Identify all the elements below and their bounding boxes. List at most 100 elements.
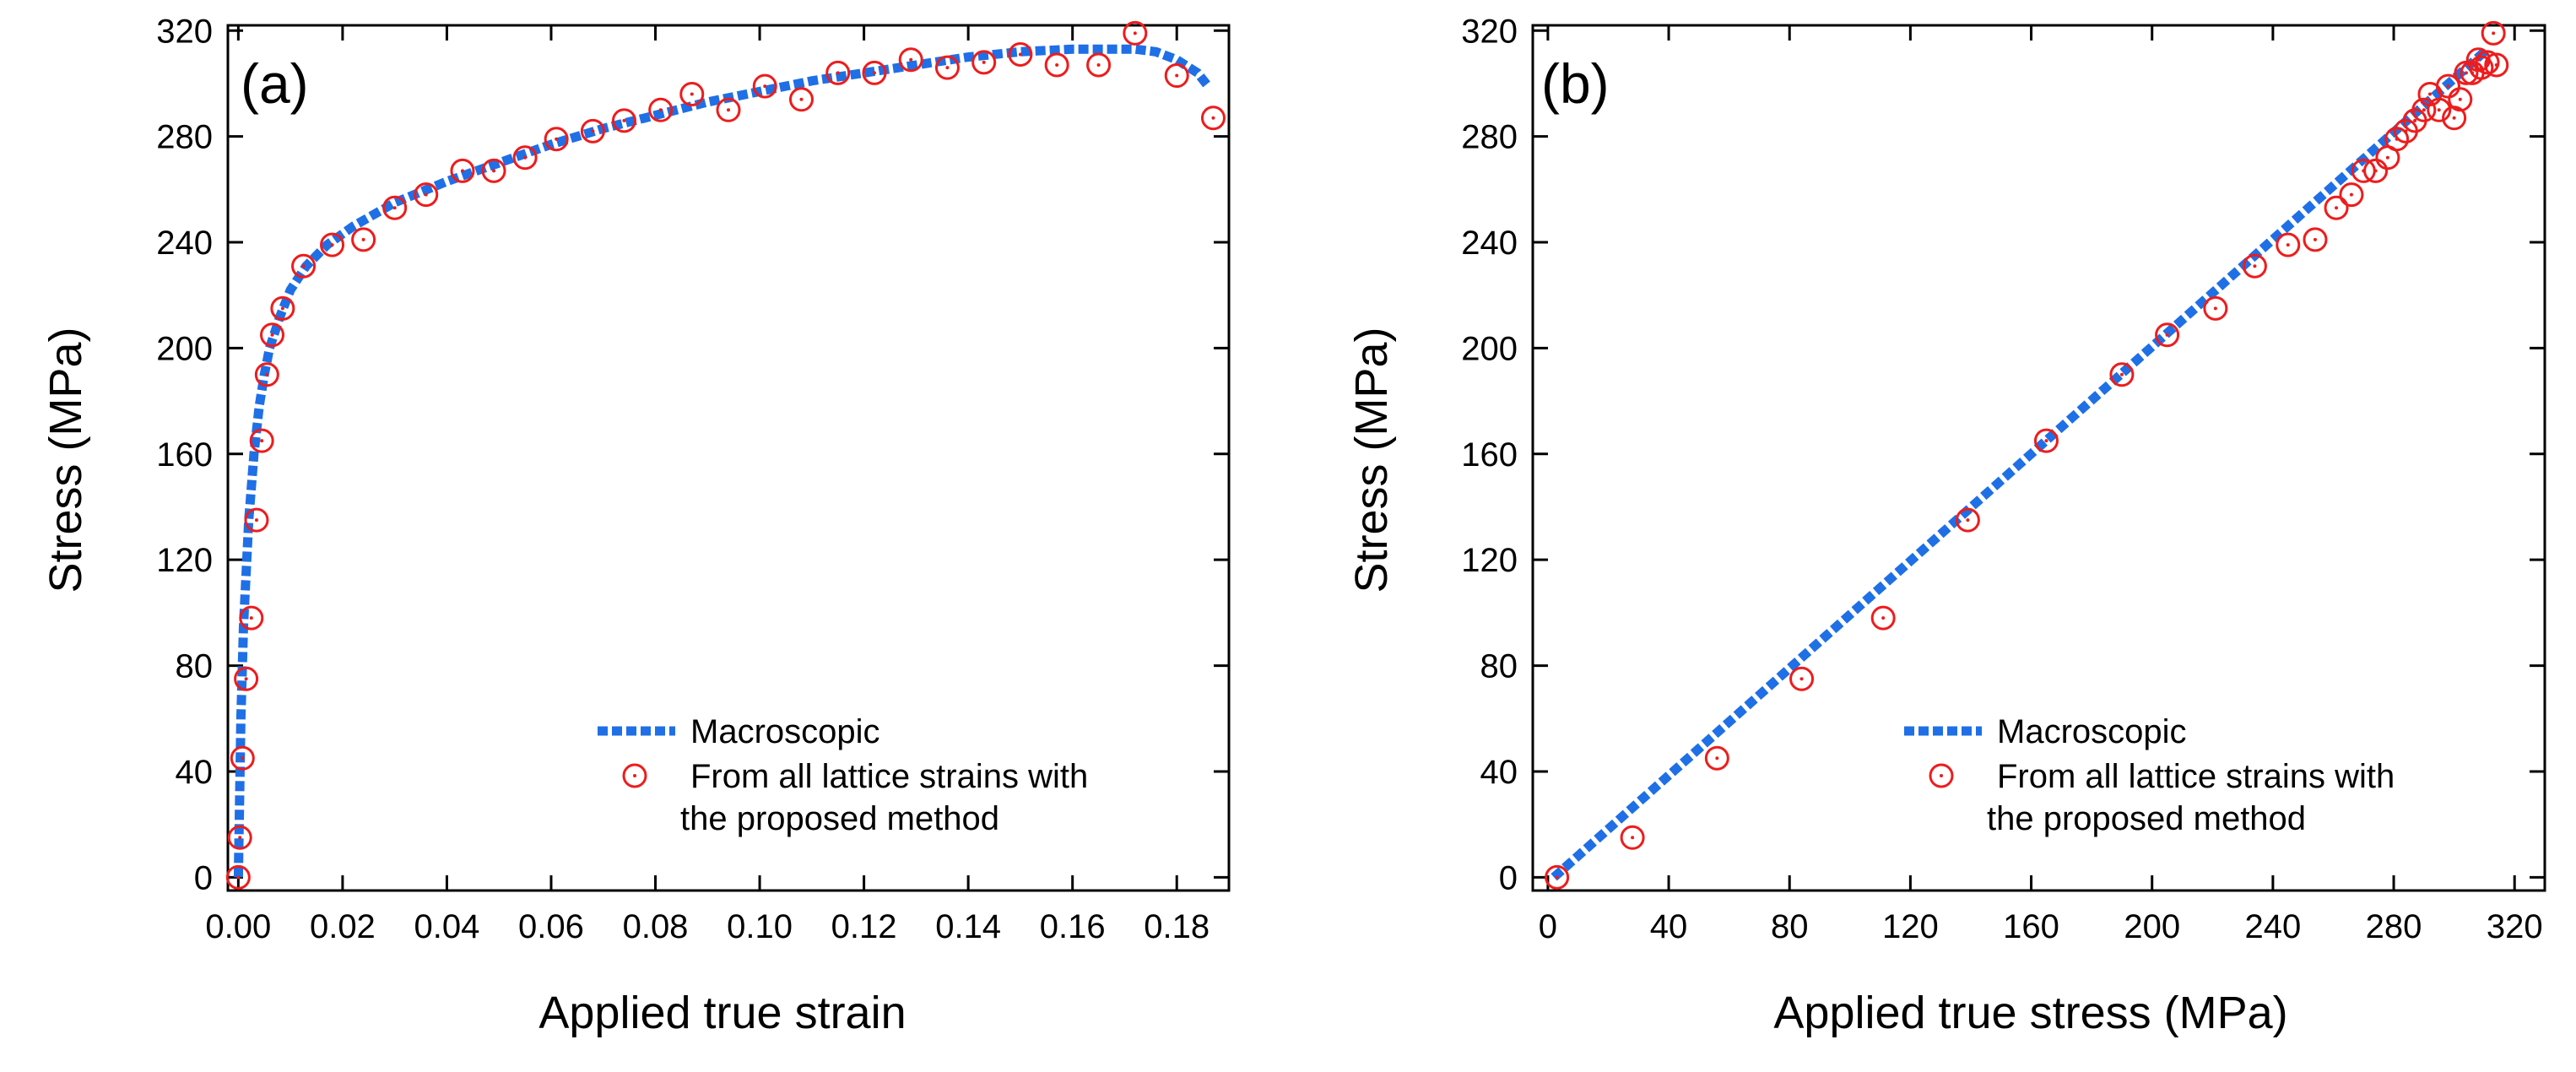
- data-point-center-a-6: [260, 439, 264, 443]
- data-point-a-33: [1086, 52, 1112, 78]
- data-point-center-a-15: [460, 169, 464, 173]
- legend-marker-swatch-a: [622, 763, 647, 788]
- x-tick-label-b-3: 120: [1882, 908, 1939, 945]
- y-tick-label-a-7: 280: [156, 119, 213, 156]
- data-point-center-a-26: [836, 71, 840, 75]
- data-point-center-b-20: [2413, 118, 2417, 122]
- data-point-center-b-13: [2335, 206, 2339, 210]
- data-point-center-a-36: [1211, 116, 1215, 120]
- data-point-b-3: [1789, 666, 1815, 691]
- panel-label-a: (a): [241, 52, 309, 115]
- data-point-center-a-3: [244, 677, 248, 681]
- legend-line-label-a: Macroscopic: [690, 713, 880, 750]
- data-point-center-a-18: [555, 137, 559, 141]
- x-axis-title-a: Applied true strain: [538, 988, 906, 1038]
- data-point-a-25: [788, 87, 814, 112]
- data-point-a-17: [512, 145, 538, 171]
- legend-marker-label-line2-a: the proposed method: [680, 800, 999, 837]
- data-point-a-6: [249, 428, 274, 453]
- data-point-b-13: [2324, 195, 2349, 220]
- data-point-center-b-9: [2213, 306, 2217, 311]
- legend-marker-dot-a: [633, 774, 636, 777]
- y-tick-label-b-2: 80: [1480, 648, 1518, 685]
- data-point-center-a-23: [727, 108, 730, 112]
- x-tick-label-b-1: 40: [1650, 908, 1688, 945]
- data-point-a-16: [481, 158, 506, 183]
- data-point-b-4: [1870, 605, 1896, 631]
- x-tick-label-a-1: 0.02: [310, 908, 376, 945]
- data-point-center-a-14: [424, 192, 428, 197]
- y-tick-label-a-5: 200: [156, 330, 213, 367]
- data-point-b-0: [1545, 864, 1570, 890]
- x-tick-label-a-2: 0.04: [414, 908, 480, 945]
- data-point-center-b-32: [2492, 31, 2496, 35]
- data-point-center-a-28: [909, 57, 913, 62]
- x-tick-label-a-9: 0.18: [1144, 908, 1210, 945]
- data-point-center-b-3: [1799, 677, 1804, 681]
- legend-marker-label-line1-b: From all lattice strains with: [1997, 758, 2395, 795]
- data-point-center-b-24: [2446, 84, 2450, 89]
- data-point-b-25: [2442, 106, 2467, 131]
- y-tick-label-b-4: 160: [1461, 436, 1518, 474]
- data-point-center-a-2: [241, 756, 245, 761]
- data-point-b-9: [2203, 295, 2228, 321]
- y-tick-label-a-1: 40: [176, 754, 214, 791]
- data-point-a-19: [580, 118, 605, 143]
- data-point-a-15: [450, 158, 475, 183]
- data-point-b-16: [2363, 158, 2389, 183]
- data-point-b-8: [2155, 322, 2180, 348]
- data-point-center-b-1: [1631, 836, 1635, 840]
- data-point-center-a-0: [236, 875, 241, 880]
- data-point-center-a-19: [591, 129, 595, 133]
- data-point-a-8: [260, 322, 285, 348]
- x-tick-label-b-4: 160: [2003, 908, 2059, 945]
- data-point-b-30: [2469, 55, 2494, 80]
- x-tick-label-b-7: 280: [2366, 908, 2422, 945]
- x-tick-label-b-0: 0: [1539, 908, 1557, 945]
- series-line-macroscopic-a: [233, 44, 1212, 878]
- x-tick-label-a-3: 0.06: [518, 908, 584, 945]
- data-point-b-2: [1704, 745, 1729, 771]
- data-point-center-a-24: [763, 84, 767, 89]
- data-point-b-7: [2109, 362, 2135, 387]
- data-point-a-18: [544, 127, 569, 152]
- data-point-a-20: [611, 108, 636, 133]
- data-point-b-6: [2033, 428, 2059, 453]
- y-tick-label-b-0: 0: [1499, 859, 1518, 896]
- panel-a: (a) Applied true strain Stress (MPa) Mac…: [41, 13, 1231, 1038]
- data-point-center-a-10: [301, 264, 306, 268]
- plot-frame-a: [226, 24, 1231, 892]
- data-point-center-b-30: [2479, 66, 2483, 70]
- x-axis-title-b: Applied true stress (MPa): [1773, 988, 2287, 1038]
- data-point-center-b-17: [2385, 155, 2389, 160]
- data-point-center-a-32: [1055, 63, 1059, 68]
- data-point-b-12: [2303, 227, 2328, 252]
- data-point-b-11: [2276, 232, 2301, 257]
- y-tick-label-a-6: 240: [156, 225, 213, 262]
- x-tick-label-b-6: 240: [2245, 908, 2302, 945]
- data-point-center-b-23: [2437, 108, 2441, 112]
- data-point-b-24: [2435, 73, 2460, 99]
- data-point-a-0: [225, 864, 251, 890]
- data-point-a-23: [716, 97, 741, 122]
- data-point-a-31: [1008, 41, 1033, 67]
- data-point-b-26: [2448, 87, 2473, 112]
- x-tick-label-b-2: 80: [1771, 908, 1809, 945]
- data-point-center-a-31: [1018, 52, 1022, 57]
- y-axis-title-a: Stress (MPa): [41, 327, 91, 593]
- data-point-center-b-16: [2373, 169, 2378, 173]
- y-axis-title-b: Stress (MPa): [1346, 327, 1397, 593]
- data-point-center-a-25: [799, 97, 804, 101]
- data-point-center-a-21: [658, 108, 663, 112]
- data-point-a-13: [382, 195, 408, 220]
- y-tick-label-b-7: 280: [1461, 119, 1518, 156]
- data-point-a-34: [1123, 20, 1148, 46]
- data-point-b-14: [2339, 182, 2364, 208]
- data-point-center-b-6: [2044, 439, 2048, 443]
- data-point-center-a-20: [622, 118, 626, 122]
- data-point-a-14: [414, 182, 439, 208]
- data-point-a-27: [862, 60, 887, 85]
- x-tick-label-a-7: 0.14: [935, 908, 1001, 945]
